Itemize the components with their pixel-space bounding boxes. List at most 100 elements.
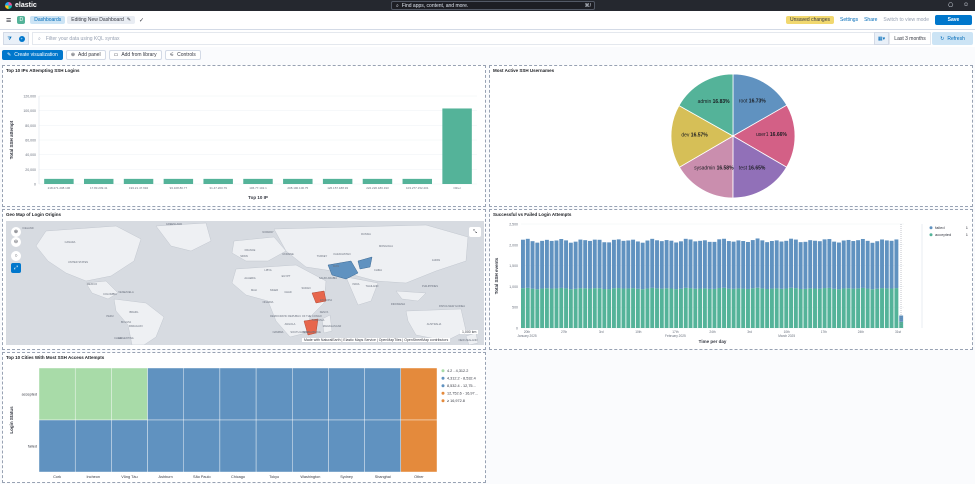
heatmap-cell	[400, 419, 438, 473]
settings-link[interactable]: Settings	[840, 17, 859, 23]
y-tick-label: 40,000	[25, 153, 36, 157]
bar-accepted	[750, 288, 755, 328]
bar-failed	[568, 242, 573, 290]
bar-failed	[832, 241, 837, 289]
kql-placeholder: Filter your data using KQL syntax	[45, 35, 120, 42]
layers-icon[interactable]: ⤢	[11, 263, 21, 273]
controls-button[interactable]: ⚟ Controls	[164, 50, 201, 60]
draw-shape-icon[interactable]: ○	[11, 251, 21, 261]
bar-failed	[664, 240, 669, 289]
bar-failed	[746, 241, 750, 289]
switch-view-mode-link[interactable]: Switch to view mode	[883, 17, 929, 23]
global-search-input[interactable]: ⌕ Find apps, content, and more. ⌘/	[391, 1, 595, 10]
controls-icon: ⚟	[169, 52, 175, 58]
bar-accepted	[851, 288, 856, 328]
bar-accepted	[707, 288, 712, 328]
breadcrumb-dashboards[interactable]: Dashboards	[30, 16, 66, 24]
bar-accepted	[521, 288, 525, 328]
row-label: failed	[28, 445, 37, 449]
x-tick-label: 27th	[561, 330, 567, 334]
bar-accepted	[760, 288, 765, 328]
legend-swatch	[441, 376, 445, 380]
bar-failed	[602, 242, 607, 290]
y-tick-label: 2,000	[509, 243, 518, 247]
column-label: Sydney	[340, 475, 353, 479]
refresh-icon: ↻	[940, 35, 945, 42]
map-country-label: DEMOCRATIC REPUBLIC OF THE CONGO	[270, 314, 322, 318]
x-tick-label: 3rd	[599, 330, 604, 334]
y-tick-label: 1,000	[509, 285, 518, 289]
filter-icon: ⧩	[7, 35, 12, 42]
pencil-icon: ✎	[7, 52, 12, 58]
map-country-label: KENYA	[320, 310, 329, 314]
panel-top-cities[interactable]: Top 10 Cities With Most SSH Access Attem…	[2, 352, 486, 483]
heatmap-cell	[147, 419, 184, 473]
panel-geo-map[interactable]: Geo Map of Login Origins ICELAND NORWAY CA…	[2, 209, 486, 350]
pie-slice	[732, 104, 796, 168]
legend-swatch	[929, 226, 933, 230]
bar-accepted	[870, 289, 875, 328]
bar-failed	[683, 238, 688, 288]
bar-accepted	[554, 288, 559, 328]
bar-accepted	[765, 288, 770, 328]
heatmap-cell	[328, 419, 365, 473]
pencil-icon[interactable]: ✎	[126, 17, 131, 23]
bar-accepted	[875, 288, 880, 328]
heatmap-cell	[183, 419, 221, 473]
check-icon[interactable]: ✓	[138, 17, 144, 24]
bar-accepted	[683, 287, 688, 328]
share-link[interactable]: Share	[864, 17, 878, 23]
map-country-label: IRAN	[333, 264, 339, 268]
bar-accepted	[664, 288, 669, 328]
kql-query-input[interactable]: ⌕ Filter your data using KQL syntax	[32, 32, 875, 45]
bar-accepted	[822, 288, 827, 328]
heatmap-cell	[255, 367, 293, 421]
panel-title: Top 10 Cities With Most SSH Access Attem…	[6, 355, 105, 360]
panel-success-failed[interactable]: Successful vs Failed Login Attempts 0 500…	[489, 209, 973, 350]
map-land	[345, 276, 379, 306]
date-range-picker[interactable]: Last 3 months	[889, 32, 931, 45]
y-tick-label: 100,000	[23, 109, 36, 113]
create-visualization-button[interactable]: ✎ Create visualization	[2, 50, 63, 60]
map-land	[231, 236, 287, 262]
magnifier-icon: ⌕	[38, 35, 41, 42]
bar-accepted	[789, 287, 794, 328]
world-map[interactable]: ICELAND NORWAY CANADA UNITED STATES MEXICO VE…	[6, 221, 484, 345]
map-country-label: BRAZIL	[129, 310, 139, 314]
add-filter-icon: +	[18, 35, 25, 42]
query-bar: ⧩ + ⌕ Filter your data using KQL syntax …	[0, 30, 975, 47]
bar-accepted	[722, 287, 727, 328]
bar-failed	[726, 241, 731, 289]
add-panel-button[interactable]: ⊕ Add panel	[65, 50, 106, 60]
fullscreen-icon[interactable]: ⤡	[469, 227, 481, 237]
bar-accepted	[592, 288, 597, 328]
elastic-logo-icon	[5, 2, 12, 9]
elastic-logo[interactable]: elastic	[5, 2, 37, 9]
map-country-label: FRANCE	[245, 248, 256, 252]
refresh-button[interactable]: ↻ Refresh	[932, 32, 973, 45]
user-menu-icon[interactable]: ☺	[963, 2, 970, 8]
help-icon[interactable]: ⎔	[948, 3, 954, 9]
hamburger-menu-icon[interactable]: ≡	[6, 15, 12, 25]
calendar-icon[interactable]: ▦▾	[874, 32, 889, 45]
zoom-in-icon[interactable]: ⊕	[11, 227, 21, 237]
heatmap-cell	[364, 367, 402, 421]
bar-failed	[688, 239, 693, 289]
bar-accepted	[635, 288, 640, 328]
x-tick-label: 24th	[858, 330, 864, 334]
filter-button[interactable]: ⧩ +	[3, 32, 29, 45]
save-button[interactable]: Save	[935, 15, 972, 25]
space-avatar[interactable]: D	[17, 16, 26, 24]
top-ips-bar-chart: 0 20,000 40,000 60,000 80,000 100,000 120,000 2…	[9, 95, 477, 200]
x-tick-label: Other	[453, 186, 461, 190]
add-from-library-button[interactable]: ▭ Add from library	[108, 50, 162, 60]
panel-usernames[interactable]: Most Active SSH Usernames root 16.73% use…	[489, 65, 973, 207]
y-tick-label: 1,500	[509, 264, 518, 268]
bar-failed	[798, 242, 803, 289]
panel-top-ips[interactable]: Top 10 IPs Attempting SSH Logins 0 20,000…	[2, 65, 486, 207]
zoom-out-icon[interactable]: ⊖	[11, 237, 21, 247]
slice-label: user1 16.66%	[756, 132, 787, 138]
column-label: Shanghai	[375, 475, 391, 479]
map-country-label: EGYPT	[282, 274, 291, 278]
bar-accepted	[631, 288, 636, 328]
